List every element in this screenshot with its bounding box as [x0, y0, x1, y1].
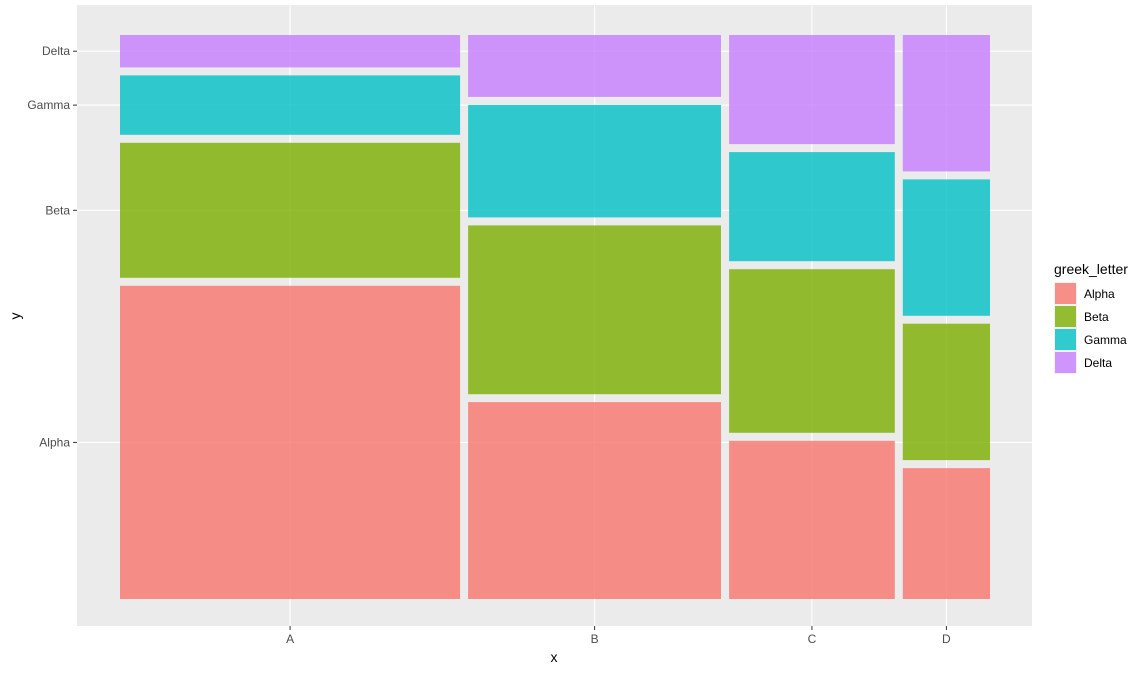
- x-tick-label: A: [286, 632, 294, 646]
- y-tick-label: Beta: [45, 203, 70, 217]
- legend-items: Alpha Beta Gamma Delta: [1054, 282, 1127, 374]
- x-axis-title: x: [551, 649, 558, 665]
- y-axis-title: y: [7, 313, 23, 320]
- tile-b-beta: [468, 225, 721, 395]
- tile-d-delta: [902, 35, 990, 172]
- tile-a-delta: [120, 35, 461, 68]
- legend: greek_letter Alpha Beta Gamma Delta: [1054, 261, 1128, 374]
- legend-key-alpha: [1055, 283, 1076, 304]
- tile-b-delta: [468, 35, 721, 97]
- tile-d-beta: [902, 323, 990, 461]
- tile-a-alpha: [120, 285, 461, 599]
- tile-d-gamma: [902, 179, 990, 316]
- tile-b-alpha: [468, 402, 721, 599]
- axes: Alpha Beta Gamma Delta A B C D: [27, 44, 951, 646]
- tile-c-beta: [729, 269, 895, 433]
- mosaic-tiles: [120, 35, 990, 599]
- x-tick-label: D: [942, 632, 951, 646]
- tile-d-alpha: [902, 468, 990, 599]
- x-tick-label: C: [808, 632, 817, 646]
- legend-label-delta: Delta: [1084, 356, 1112, 370]
- x-tick-label: B: [591, 632, 599, 646]
- tile-c-alpha: [729, 440, 895, 599]
- legend-key-beta: [1055, 306, 1076, 327]
- y-tick-label: Delta: [42, 44, 70, 58]
- y-tick-label: Gamma: [27, 98, 70, 112]
- legend-key-gamma: [1055, 329, 1076, 350]
- tile-a-gamma: [120, 75, 461, 135]
- legend-label-alpha: Alpha: [1084, 287, 1115, 301]
- legend-key-delta: [1055, 352, 1076, 373]
- tile-a-beta: [120, 142, 461, 278]
- y-tick-label: Alpha: [39, 435, 70, 449]
- legend-label-beta: Beta: [1084, 310, 1109, 324]
- tile-c-delta: [729, 35, 895, 145]
- tile-c-gamma: [729, 152, 895, 262]
- legend-title: greek_letter: [1054, 261, 1128, 277]
- legend-label-gamma: Gamma: [1084, 333, 1127, 347]
- tile-b-gamma: [468, 104, 721, 218]
